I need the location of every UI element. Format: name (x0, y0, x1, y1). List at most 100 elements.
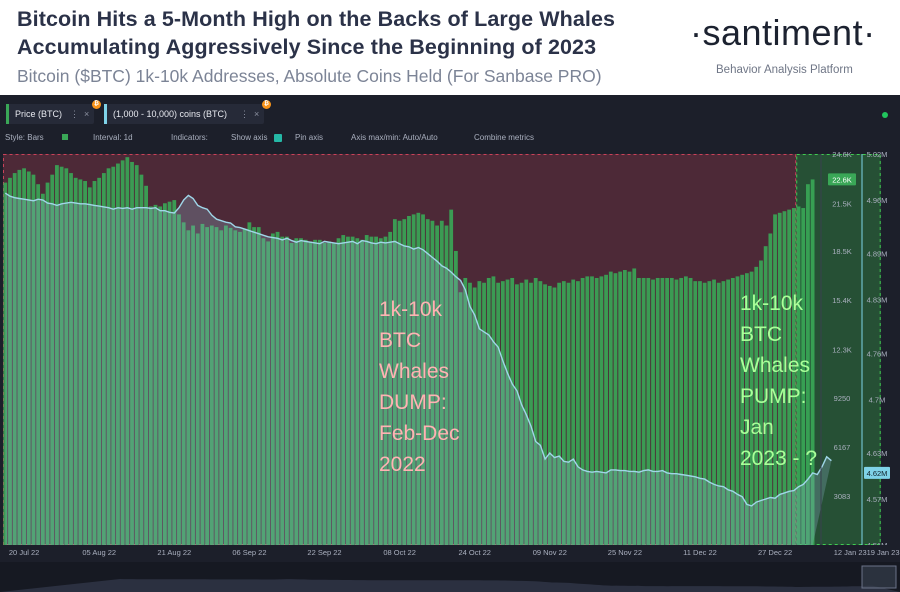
price-bar (111, 166, 116, 545)
price-bar (238, 231, 242, 545)
price-bar (735, 276, 740, 545)
price-bar (730, 277, 735, 545)
price-bar (641, 277, 646, 545)
holdings-area (5, 193, 832, 545)
price-bar (561, 281, 566, 545)
date-tick-label: 06 Sep 22 (232, 548, 266, 557)
price-bar (416, 212, 421, 545)
price-bar (679, 277, 684, 545)
price-bar (599, 276, 604, 545)
metric-tab-label: Price (BTC) (15, 109, 62, 119)
price-bar (590, 276, 594, 545)
price-bar (247, 222, 252, 545)
date-tick-label: 22 Sep 22 (307, 548, 341, 557)
price-bar (69, 173, 73, 545)
price-bar (355, 238, 360, 545)
date-tick-label: 21 Aug 22 (157, 548, 191, 557)
price-bar (726, 279, 731, 545)
price-bar (191, 225, 195, 545)
price-bar (40, 193, 45, 545)
price-bar (134, 165, 139, 545)
date-tick-label: 27 Dec 22 (758, 548, 792, 557)
price-bar (425, 219, 430, 545)
series-color-swatch[interactable] (62, 134, 68, 140)
time-navigator[interactable] (0, 562, 900, 592)
right-axis-tick-label: 4.89M (867, 250, 888, 259)
price-bar (707, 281, 712, 545)
price-bar (449, 209, 454, 545)
price-bar (505, 279, 510, 545)
price-bar (806, 184, 810, 545)
price-bar (646, 277, 651, 545)
price-bar (148, 206, 153, 545)
price-bar (618, 271, 623, 545)
navigator-window (861, 565, 897, 589)
chart-plot: 24.6K 21.5K 18.5K 15.4K 12.3K 9250 6167 3083 5.0… (3, 150, 890, 545)
price-bar (754, 266, 759, 545)
price-bar (787, 209, 792, 545)
show-axis-checkbox[interactable] (274, 134, 282, 142)
price-bar (130, 161, 134, 545)
metric-tab-price[interactable]: Price (BTC) ⋮ × (6, 104, 94, 124)
price-bar (651, 279, 655, 545)
show-axis-label: Show axis (231, 133, 268, 142)
price-bar (392, 219, 397, 545)
price-bar (242, 228, 247, 545)
live-status-icon (882, 112, 888, 118)
price-bar (749, 271, 754, 545)
price-bar (477, 281, 482, 545)
price-bar (669, 277, 674, 545)
price-bar (439, 220, 444, 545)
axis-minmax-dropdown[interactable]: Axis max/min: Auto/Auto (351, 133, 438, 142)
menu-dots-icon[interactable]: ⋮ (70, 109, 79, 119)
price-bar (674, 279, 679, 545)
page-subtitle: Bitcoin ($BTC) 1k-10k Addresses, Absolut… (17, 66, 602, 86)
interval-dropdown[interactable]: Interval: 1d (93, 133, 133, 142)
pin-axis-toggle[interactable]: Pin axis (295, 133, 324, 142)
price-bar (97, 177, 102, 545)
price-bar (660, 277, 665, 545)
price-bar (87, 187, 92, 545)
price-bar (153, 204, 158, 545)
style-dropdown[interactable]: Style: Bars (5, 133, 44, 142)
price-bar (622, 270, 627, 545)
price-bar (435, 225, 440, 545)
left-axis-tick-label: 9250 (834, 394, 851, 403)
price-bar (50, 174, 55, 545)
price-bar (303, 239, 308, 545)
price-bar (688, 277, 693, 545)
price-bar (458, 292, 463, 545)
price-bar (228, 227, 233, 545)
price-bar (214, 227, 219, 545)
price-bar (388, 231, 393, 545)
pump-annotation: 1k-10k BTC Whales PUMP: Jan 2023 - ? (740, 292, 818, 470)
price-bar (801, 208, 806, 545)
combine-metrics-button[interactable]: Combine metrics (474, 133, 535, 142)
price-bar (665, 277, 669, 545)
indicators-dropdown[interactable]: Indicators: (171, 133, 208, 142)
price-bar (341, 235, 346, 545)
price-bar (524, 279, 529, 545)
menu-dots-icon[interactable]: ⋮ (240, 109, 249, 119)
price-bar (299, 238, 303, 545)
brand-logo: ·santiment· (690, 12, 876, 53)
holdings-color-marker (104, 104, 107, 124)
price-bar (740, 274, 745, 545)
price-bar (580, 277, 585, 545)
page-title-line-2: Accumulating Aggressively Since the Begi… (17, 35, 597, 59)
price-bar (721, 281, 726, 545)
price-bar (571, 279, 576, 545)
close-icon[interactable]: × (254, 109, 260, 119)
left-axis-tick-label: 24.6K (832, 150, 852, 159)
price-color-marker (6, 104, 9, 124)
price-bar (773, 214, 777, 545)
price-bar (172, 200, 177, 545)
price-bar (224, 225, 228, 545)
price-bar (294, 238, 299, 545)
price-bar (585, 276, 590, 545)
close-icon[interactable]: × (84, 109, 90, 119)
price-bar (510, 277, 515, 545)
page-title-line-1: Bitcoin Hits a 5-Month High on the Backs… (17, 7, 616, 31)
price-bar (430, 220, 435, 545)
metric-tab-holdings[interactable]: (1,000 - 10,000) coins (BTC) ⋮ × (104, 104, 264, 124)
